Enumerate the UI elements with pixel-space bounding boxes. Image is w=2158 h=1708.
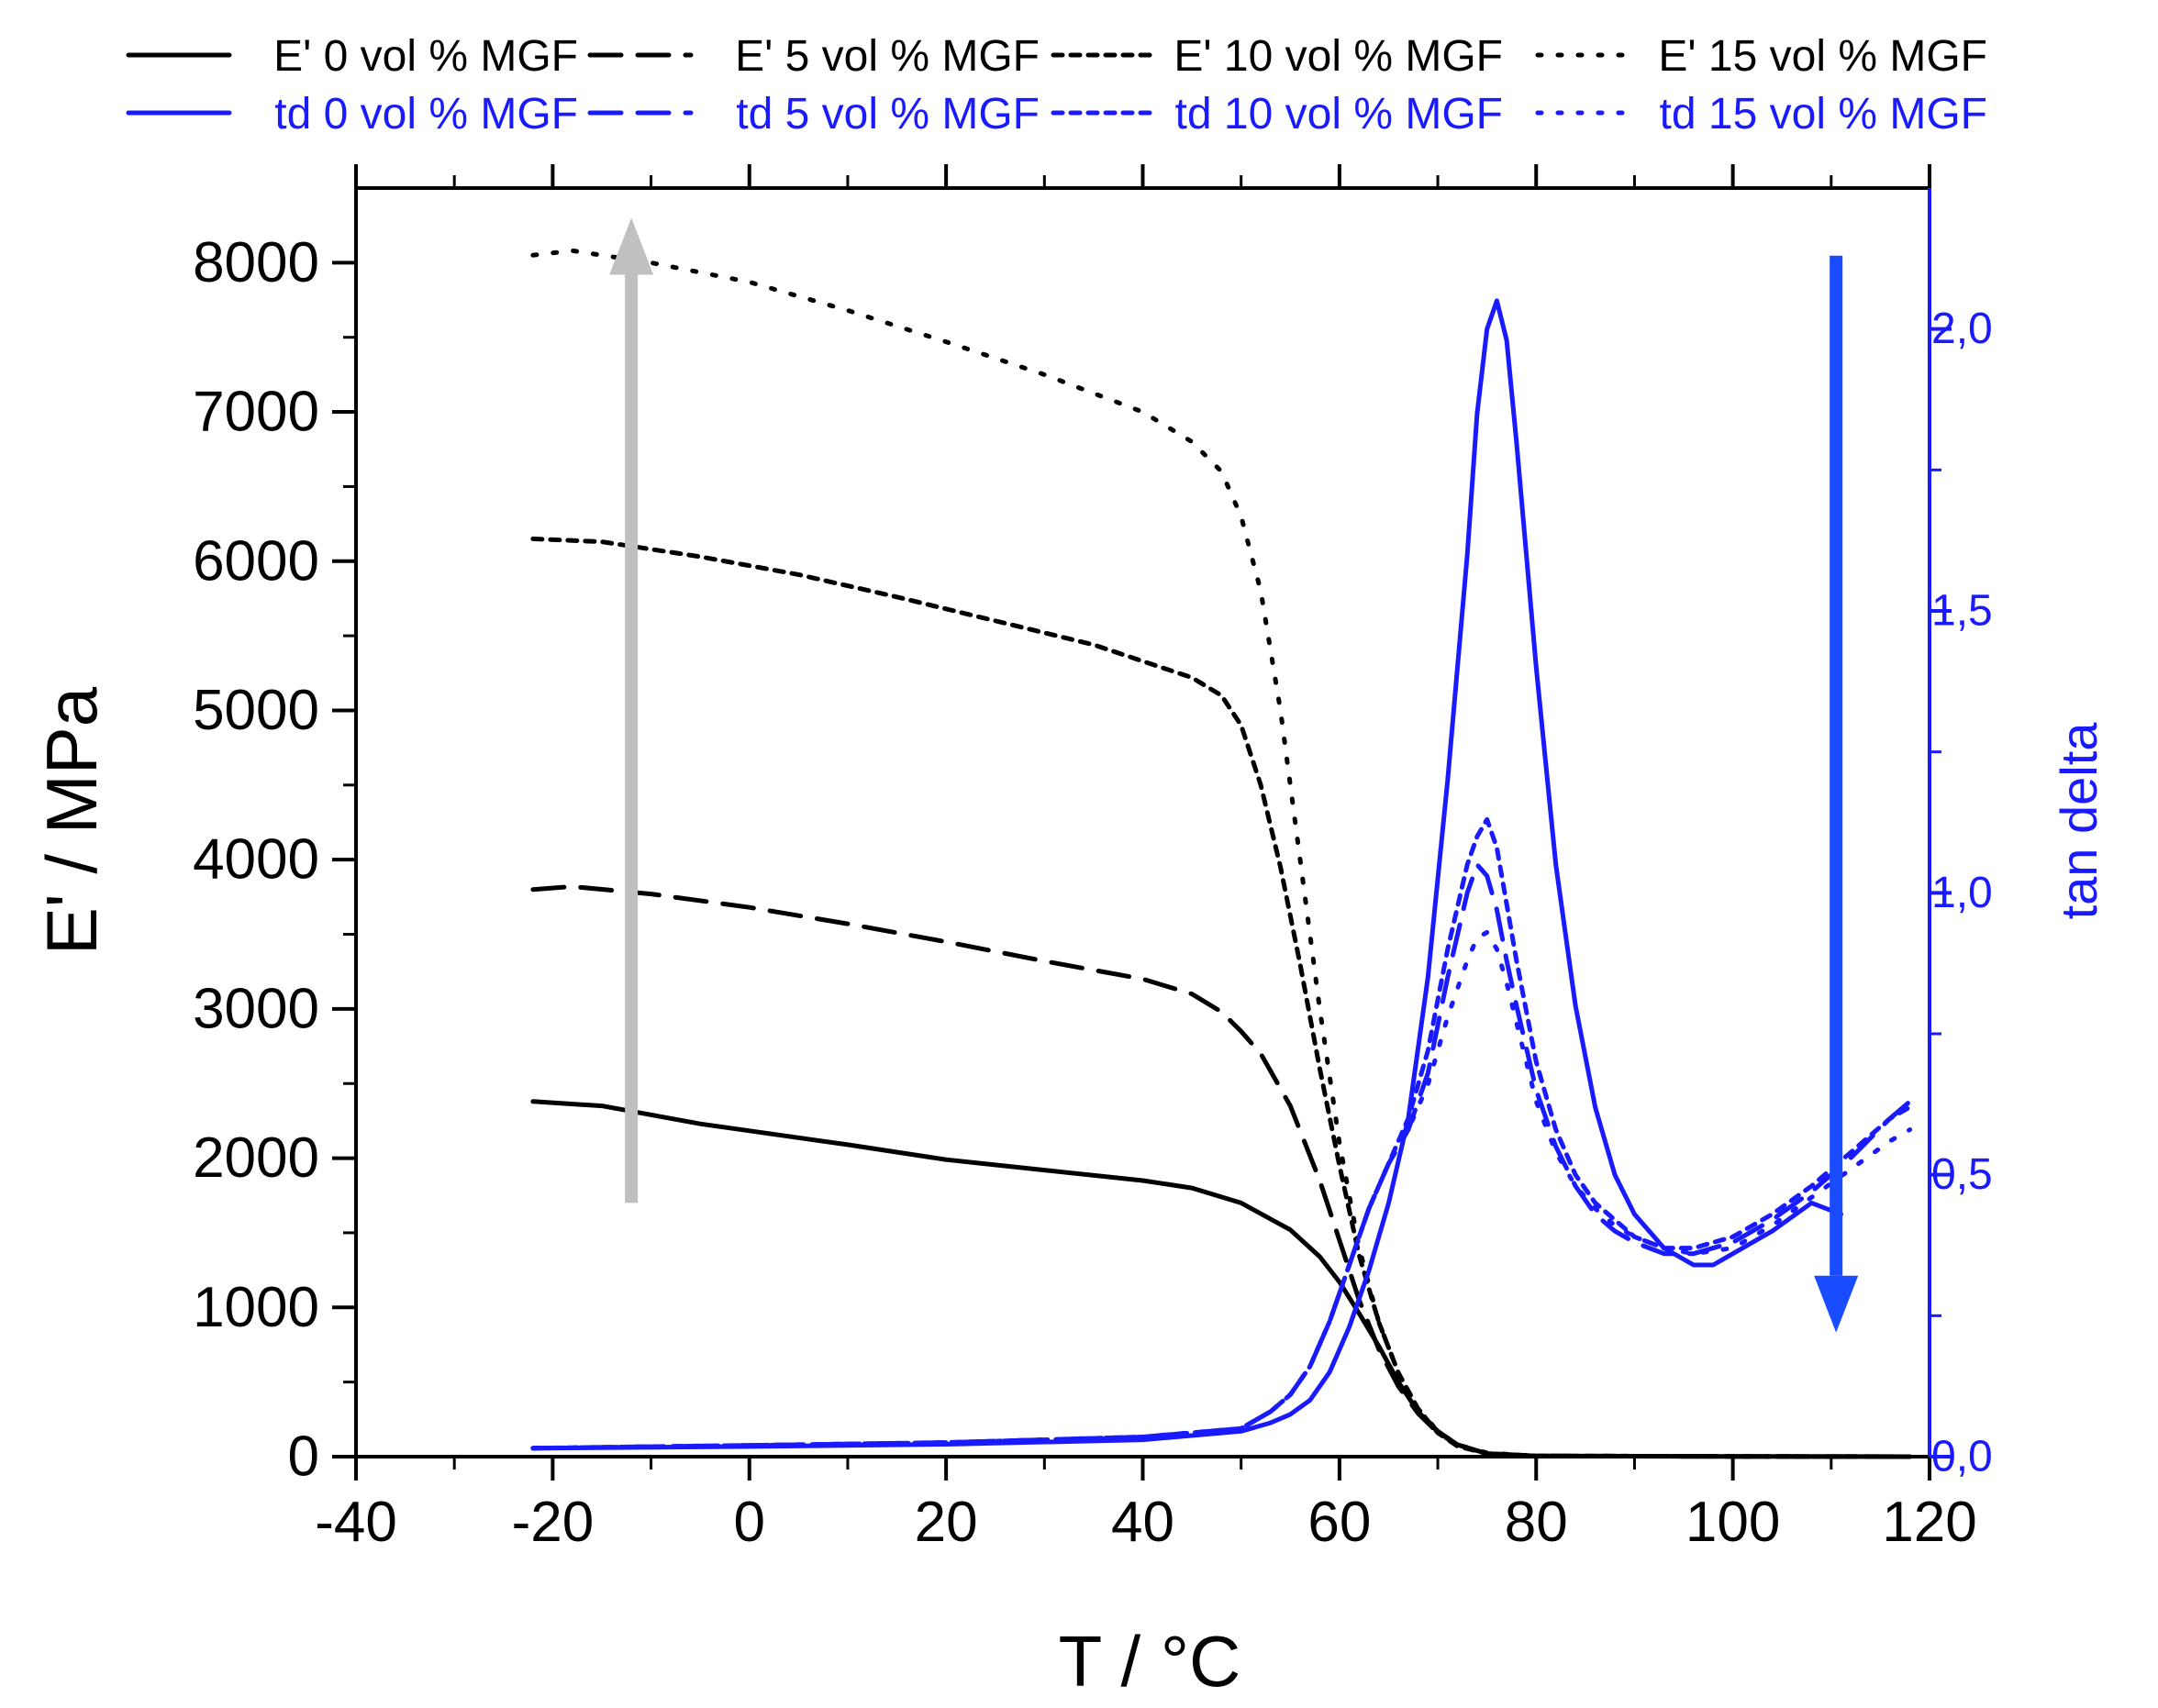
- x-tick-label: -40: [315, 1491, 397, 1554]
- x-tick-label: 60: [1307, 1491, 1371, 1554]
- series-line-4: [530, 298, 1843, 1451]
- y2-axis-title: tan delta: [2050, 722, 2108, 920]
- y-tick-label: 8000: [193, 231, 319, 294]
- x-tick-label: 80: [1505, 1491, 1568, 1554]
- arrow-head-1: [1814, 1275, 1859, 1333]
- x-tick-label: 0: [734, 1491, 765, 1554]
- x-tick-label: 20: [915, 1491, 978, 1554]
- legend-label-3: E' 15 vol % MGF: [1658, 32, 1987, 81]
- series-line-6: [530, 816, 1913, 1451]
- series-line-3: [530, 248, 1913, 1459]
- y-tick-label: 5000: [193, 679, 319, 742]
- y-tick-label: 7000: [193, 381, 319, 444]
- series-line-2: [530, 536, 1913, 1459]
- arrow-head-0: [609, 217, 654, 275]
- legend-label-7: td 15 vol % MGF: [1660, 90, 1987, 139]
- series-layer: [530, 248, 1913, 1459]
- x-tick-label: 40: [1111, 1491, 1174, 1554]
- y-axis-title: E' / MPa: [31, 686, 112, 955]
- legend-label-4: td 0 vol % MGF: [274, 90, 578, 139]
- series-line-7: [530, 929, 1913, 1451]
- x-tick-label: 100: [1685, 1491, 1780, 1554]
- y-tick-label: 3000: [193, 977, 319, 1040]
- y-tick-label: 0: [288, 1425, 319, 1489]
- x-tick-label: 120: [1882, 1491, 1976, 1554]
- x-axis-title: T / °C: [1059, 1621, 1241, 1702]
- y-tick-label: 6000: [193, 529, 319, 593]
- y2-tick-label: 0,0: [1931, 1433, 1993, 1481]
- legend-label-6: td 10 vol % MGF: [1175, 90, 1503, 139]
- y-tick-label: 1000: [193, 1276, 319, 1339]
- series-line-0: [530, 1099, 1913, 1459]
- y2-tick-label: 1,5: [1931, 587, 1993, 636]
- annotation-layer: [609, 217, 1859, 1333]
- legend-label-2: E' 10 vol % MGF: [1174, 32, 1503, 81]
- y2-tick-label: 1,0: [1931, 869, 1993, 917]
- legend-label-5: td 5 vol % MGF: [736, 90, 1040, 139]
- series-line-5: [530, 862, 1913, 1451]
- legend-label-0: E' 0 vol % MGF: [273, 32, 578, 81]
- x-tick-label: -20: [512, 1491, 595, 1554]
- y2-tick-label: 0,5: [1931, 1150, 1993, 1199]
- y2-tick-label: 2,0: [1931, 305, 1993, 353]
- y-tick-label: 2000: [193, 1126, 319, 1190]
- y-tick-label: 4000: [193, 828, 319, 892]
- series-line-1: [530, 884, 1913, 1459]
- axes-layer: -40 0 20 40 60 80 100 120-200100020003000400050…: [193, 164, 1993, 1554]
- legend-label-1: E' 5 vol % MGF: [735, 32, 1040, 81]
- legend: E' 0 vol % MGF E' 5 vol % MGF E' 10 vol % …: [126, 32, 1987, 139]
